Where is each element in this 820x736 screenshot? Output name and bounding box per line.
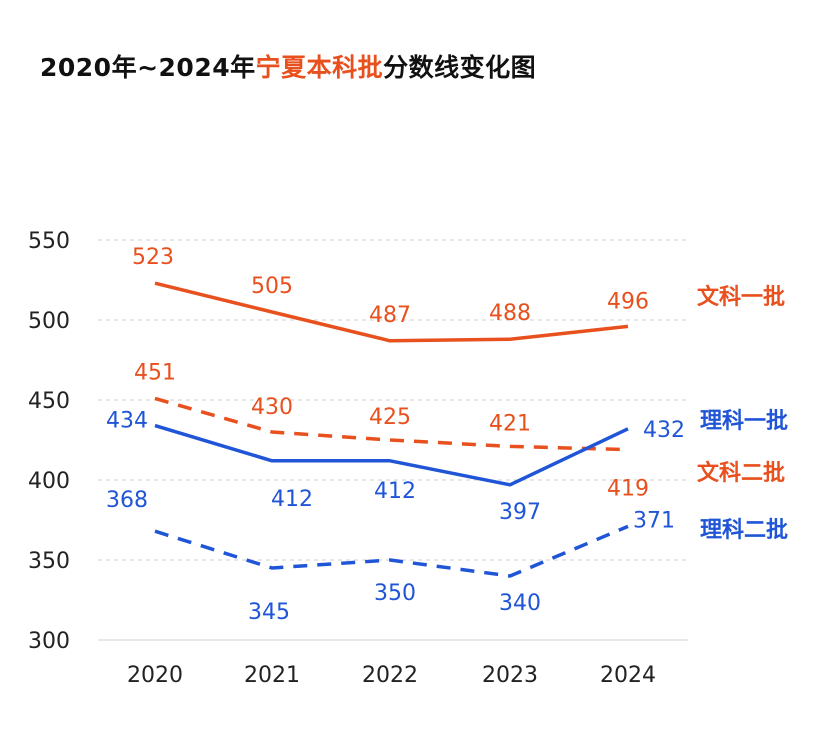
data-label: 412	[374, 479, 416, 504]
series-line-3	[154, 423, 629, 487]
series-line-2	[154, 396, 629, 452]
series-label-1: 文科一批	[697, 284, 785, 310]
series-label-4: 理科二批	[700, 518, 788, 543]
title-suffix: 分数线变化图	[383, 53, 537, 82]
x-tick-label: 2021	[244, 663, 300, 688]
data-label: 368	[106, 488, 148, 513]
x-tick-label: 2023	[482, 663, 538, 688]
series-line-1	[154, 281, 629, 343]
data-label: 434	[106, 409, 148, 434]
data-label: 421	[489, 411, 531, 436]
data-label: 523	[132, 245, 174, 270]
y-tick-label: 350	[28, 549, 70, 574]
data-label: 488	[489, 301, 531, 326]
title-highlight: 宁夏本科批	[255, 53, 384, 82]
data-label: 496	[607, 289, 649, 314]
y-tick-label: 500	[28, 309, 70, 334]
data-label: 451	[134, 360, 176, 385]
y-tick-label: 400	[28, 469, 70, 494]
x-tick-label: 2024	[600, 663, 656, 688]
chart-title: 2020年~2024年宁夏本科批分数线变化图	[40, 48, 536, 84]
data-label: 340	[499, 591, 541, 616]
series-label-3: 理科一批	[700, 409, 788, 434]
data-label: 419	[607, 477, 649, 502]
x-tick-label: 2022	[362, 663, 418, 688]
x-tick-label: 2020	[127, 663, 183, 688]
series-label-2: 文科二批	[697, 460, 785, 486]
data-label: 425	[369, 405, 411, 430]
data-label: 350	[374, 581, 416, 606]
data-label: 412	[271, 487, 313, 512]
data-label: 371	[633, 508, 675, 533]
y-tick-label: 300	[28, 629, 70, 654]
data-label: 505	[251, 274, 293, 299]
data-label: 397	[499, 500, 541, 525]
y-tick-label: 550	[28, 229, 70, 254]
data-label: 345	[248, 600, 290, 625]
series-line-4	[154, 524, 629, 578]
data-label: 430	[251, 395, 293, 420]
data-label: 487	[369, 303, 411, 328]
title-prefix: 2020年~2024年	[40, 53, 256, 82]
data-label: 432	[643, 418, 685, 443]
y-tick-label: 450	[28, 389, 70, 414]
